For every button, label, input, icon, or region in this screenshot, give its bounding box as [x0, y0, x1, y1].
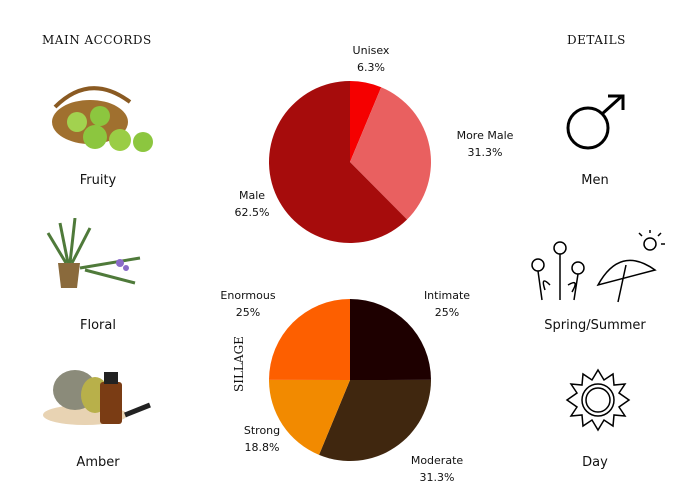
detail-time: Day: [582, 455, 608, 470]
pie-slice-more-male: [350, 87, 431, 220]
flowers-umbrella-icon: [531, 230, 665, 303]
pie-slice-unisex: [350, 81, 382, 162]
sillage-label-enormous: Enormous 25%: [220, 289, 276, 319]
sun-icon: [565, 368, 631, 432]
pie-slice-strong: [268, 379, 350, 455]
sillage-label-intimate: Intimate 25%: [423, 289, 471, 319]
gender-label-more-male: More Male 31.3%: [456, 129, 514, 159]
pie-slice-enormous: [269, 299, 350, 380]
gender-label-unisex: Unisex 6.3%: [352, 44, 390, 74]
gender-label-male: Male 62.5%: [234, 189, 270, 219]
detail-men: Men: [581, 173, 609, 188]
sillage-label-moderate: Moderate 31.3%: [410, 454, 464, 484]
oil-bottle-stones-image: [43, 370, 151, 425]
accord-amber: Amber: [76, 455, 120, 470]
accord-fruity: Fruity: [79, 173, 117, 188]
male-symbol-icon: [566, 94, 625, 150]
sillage-title: SILLAGE: [232, 336, 246, 392]
sillage-label-strong: Strong 18.8%: [243, 424, 281, 454]
pie-slice-male: [268, 81, 408, 244]
rosemary-plant-image: [46, 218, 141, 288]
main-accords-title: MAIN ACCORDS: [42, 33, 152, 47]
detail-season: Spring/Summer: [544, 318, 646, 333]
pie-slice-intimate: [350, 299, 431, 380]
apple-basket-image: [52, 86, 153, 152]
pie-slice-moderate: [319, 379, 431, 462]
accord-floral: Floral: [80, 318, 116, 333]
details-title: DETAILS: [567, 33, 626, 47]
